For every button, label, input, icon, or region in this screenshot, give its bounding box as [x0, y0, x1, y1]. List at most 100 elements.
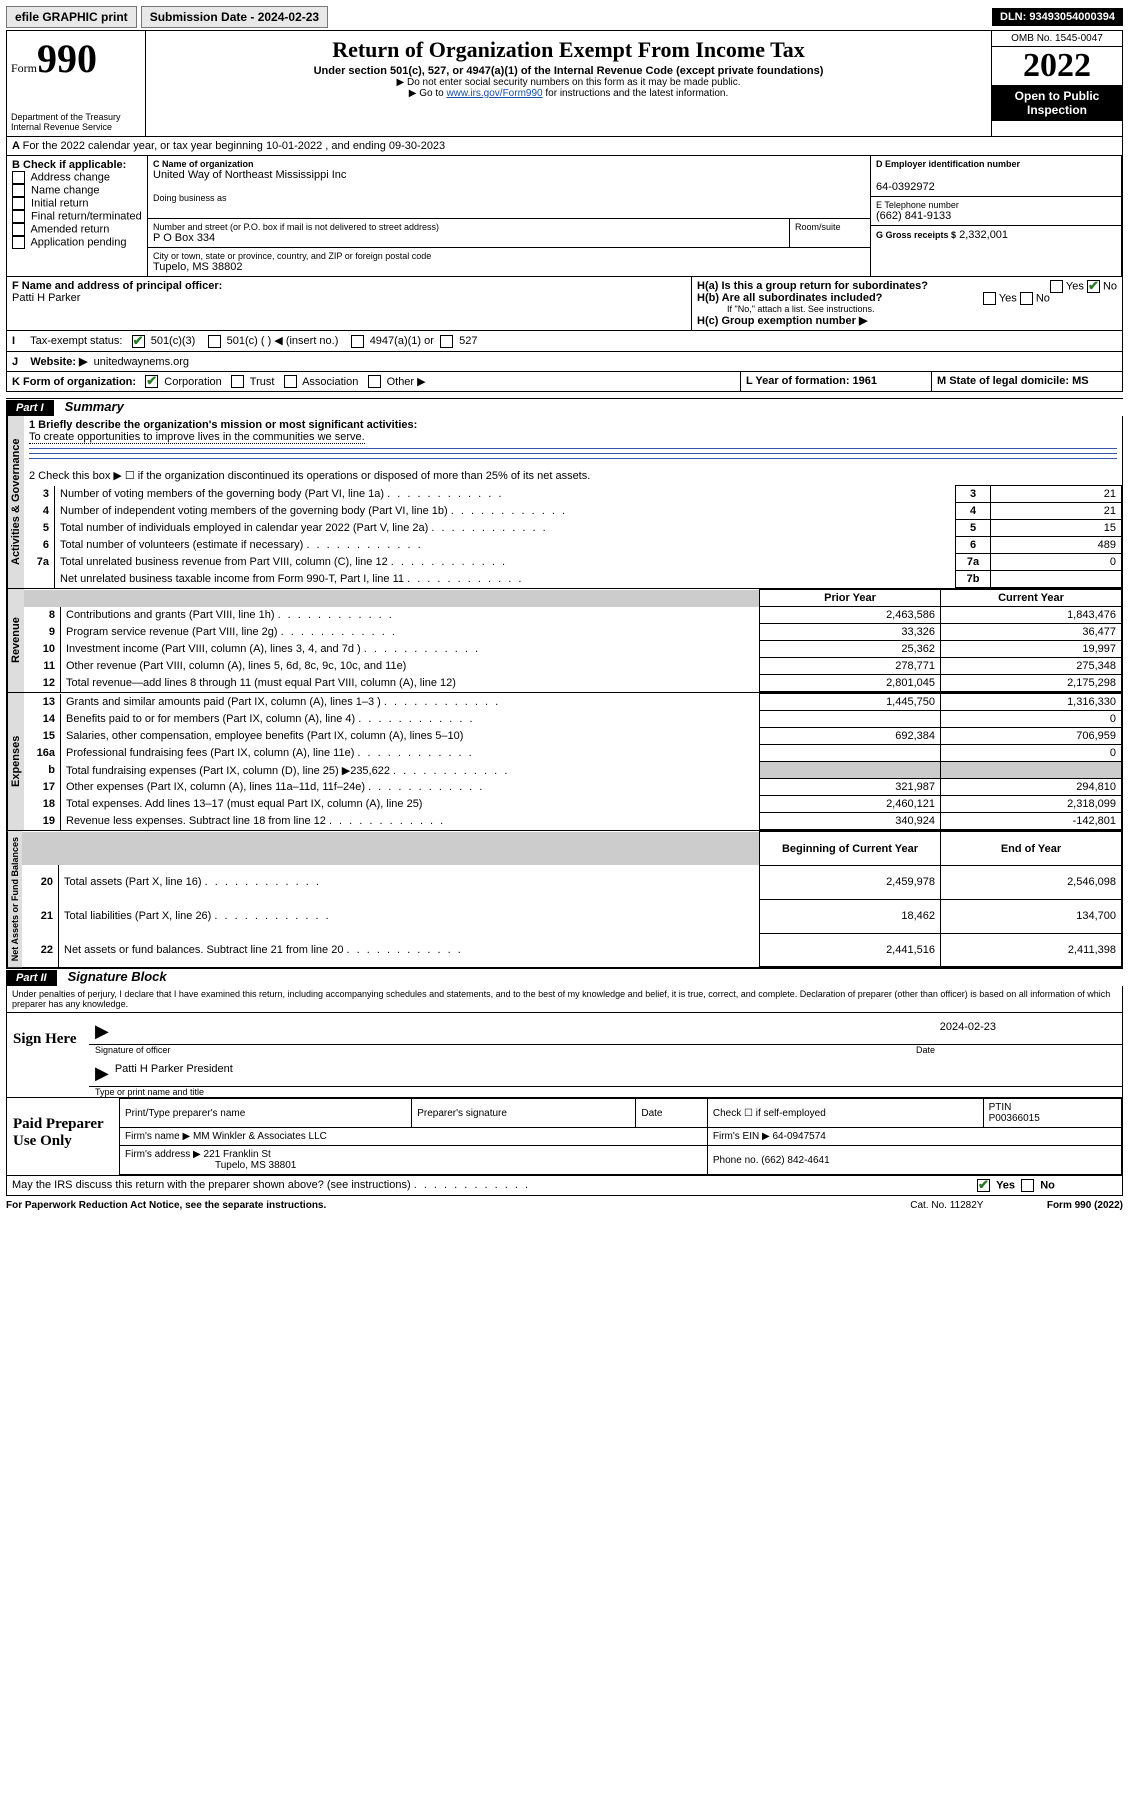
- expenses-table: 13 Grants and similar amounts paid (Part…: [24, 693, 1122, 830]
- b-opt-checkbox[interactable]: [12, 197, 25, 210]
- 501c3-checkbox[interactable]: [132, 335, 145, 348]
- discuss-yes-checkbox[interactable]: [977, 1179, 990, 1192]
- other-label: Other ▶: [387, 376, 426, 388]
- section-h: H(a) Is this a group return for subordin…: [692, 277, 1122, 330]
- discuss-label: May the IRS discuss this return with the…: [12, 1179, 411, 1191]
- part2-header: Part II: [6, 970, 57, 986]
- 4947-label: 4947(a)(1) or: [370, 335, 434, 347]
- note-ssn: ▶ Do not enter social security numbers o…: [152, 77, 985, 88]
- discuss-no-checkbox[interactable]: [1021, 1179, 1034, 1192]
- section-fh-row: F Name and address of principal officer:…: [6, 276, 1123, 330]
- date-label: Date: [916, 1045, 1116, 1055]
- tab-activities: Activities & Governance: [7, 416, 24, 588]
- firm-ein-label: Firm's EIN ▶: [713, 1131, 770, 1142]
- org-name: United Way of Northeast Mississippi Inc: [153, 169, 865, 181]
- topbar: efile GRAPHIC print Submission Date - 20…: [6, 6, 1123, 28]
- form-subtitle: Under section 501(c), 527, or 4947(a)(1)…: [152, 65, 985, 77]
- 501c-label: 501(c) ( ) ◀ (insert no.): [227, 335, 339, 347]
- ha-yes-checkbox[interactable]: [1050, 280, 1063, 293]
- no-label: No: [1103, 280, 1117, 292]
- gross-label: G Gross receipts $: [876, 230, 956, 240]
- netassets-table: Beginning of Current Year End of Year20 …: [22, 831, 1122, 967]
- ha-no-checkbox[interactable]: [1087, 280, 1100, 293]
- section-c: C Name of organization United Way of Nor…: [148, 156, 870, 276]
- assoc-checkbox[interactable]: [284, 375, 297, 388]
- discuss-yes: Yes: [996, 1180, 1015, 1192]
- section-k: K Form of organization: Corporation Trus…: [7, 372, 741, 392]
- corp-label: Corporation: [164, 376, 221, 388]
- form-word: Form: [11, 61, 37, 75]
- section-i-row: I Tax-exempt status: 501(c)(3) 501(c) ( …: [6, 330, 1123, 351]
- firm-name-label: Firm's name ▶: [125, 1131, 190, 1142]
- open-inspection: Open to Public Inspection: [992, 85, 1122, 121]
- city-label: City or town, state or province, country…: [153, 251, 865, 261]
- hb-note: If "No," attach a list. See instructions…: [697, 304, 1117, 314]
- section-a-row: A For the 2022 calendar year, or tax yea…: [6, 137, 1123, 156]
- officer-printed-name: Patti H Parker President: [115, 1063, 233, 1084]
- 501c3-label: 501(c)(3): [151, 335, 196, 347]
- addr-label: Number and street (or P.O. box if mail i…: [153, 222, 784, 232]
- yes-label2: Yes: [999, 292, 1017, 304]
- f-label: F Name and address of principal officer:: [12, 280, 222, 292]
- penalty-statement: Under penalties of perjury, I declare th…: [6, 986, 1123, 1013]
- hb-no-checkbox[interactable]: [1020, 292, 1033, 305]
- 501c-checkbox[interactable]: [208, 335, 221, 348]
- corp-checkbox[interactable]: [145, 375, 158, 388]
- irs-label: Internal Revenue Service: [11, 122, 141, 132]
- assoc-label: Association: [302, 376, 358, 388]
- section-j-row: J Website: ▶ unitedwaynems.org: [6, 351, 1123, 372]
- b-option: Initial return: [12, 197, 142, 210]
- b-opt-checkbox[interactable]: [12, 171, 25, 184]
- tab-expenses: Expenses: [7, 693, 24, 830]
- ptin-label: PTIN: [989, 1102, 1012, 1113]
- yes-label: Yes: [1066, 280, 1084, 292]
- website-label: Website: ▶: [30, 356, 87, 368]
- form990-link[interactable]: www.irs.gov/Form990: [446, 88, 542, 99]
- part1-title: Summary: [57, 399, 124, 414]
- tab-netassets: Net Assets or Fund Balances: [7, 831, 22, 967]
- line1-label: 1 Briefly describe the organization's mi…: [29, 419, 417, 431]
- prep-date-label: Date: [636, 1099, 708, 1128]
- part1-body: Activities & Governance 1 Briefly descri…: [6, 416, 1123, 589]
- line2: 2 Check this box ▶ ☐ if the organization…: [24, 466, 1122, 485]
- discuss-no: No: [1040, 1180, 1055, 1192]
- gross-value: 2,332,001: [959, 229, 1008, 241]
- section-f: F Name and address of principal officer:…: [7, 277, 692, 330]
- b-opt-checkbox[interactable]: [12, 236, 25, 249]
- firm-phone: (662) 842-4641: [761, 1155, 829, 1166]
- sig-date: 2024-02-23: [940, 1021, 996, 1042]
- website-value: unitedwaynems.org: [94, 356, 189, 368]
- ein-value: 64-0392972: [876, 181, 1116, 193]
- part1-header: Part I: [6, 400, 54, 416]
- trust-label: Trust: [250, 376, 275, 388]
- form-number-block: Form990 Department of the Treasury Inter…: [7, 31, 146, 136]
- form-number: 990: [37, 36, 97, 81]
- tax-exempt-label: Tax-exempt status:: [30, 335, 122, 347]
- mission-text: To create opportunities to improve lives…: [29, 431, 365, 444]
- revenue-wrap: Revenue Prior Year Current Year8 Contrib…: [6, 589, 1123, 693]
- note2-pre: ▶ Go to: [409, 88, 447, 99]
- b-opt-checkbox[interactable]: [12, 210, 25, 223]
- 4947-checkbox[interactable]: [351, 335, 364, 348]
- b-opt-checkbox[interactable]: [12, 223, 25, 236]
- b-opt-checkbox[interactable]: [12, 184, 25, 197]
- hc-label: H(c) Group exemption number ▶: [697, 314, 1117, 327]
- other-checkbox[interactable]: [368, 375, 381, 388]
- type-name-label: Type or print name and title: [89, 1087, 1122, 1097]
- trust-checkbox[interactable]: [231, 375, 244, 388]
- revenue-table: Prior Year Current Year8 Contributions a…: [24, 589, 1122, 692]
- j-label: J: [12, 356, 27, 368]
- header-center: Return of Organization Exempt From Incom…: [146, 31, 991, 136]
- 527-checkbox[interactable]: [440, 335, 453, 348]
- ein-label: D Employer identification number: [876, 159, 1116, 169]
- ptin-value: P00366015: [989, 1113, 1040, 1124]
- org-city: Tupelo, MS 38802: [153, 261, 865, 273]
- firm-addr1: 221 Franklin St: [204, 1149, 271, 1160]
- year-formation: L Year of formation: 1961: [741, 372, 932, 392]
- efile-button[interactable]: efile GRAPHIC print: [6, 6, 137, 28]
- sign-here-block: Sign Here ▶ 2024-02-23 Signature of offi…: [6, 1013, 1123, 1098]
- paid-preparer-block: Paid Preparer Use Only Print/Type prepar…: [6, 1098, 1123, 1176]
- dba-label: Doing business as: [153, 193, 865, 203]
- hb-yes-checkbox[interactable]: [983, 292, 996, 305]
- footer: For Paperwork Reduction Act Notice, see …: [6, 1196, 1123, 1211]
